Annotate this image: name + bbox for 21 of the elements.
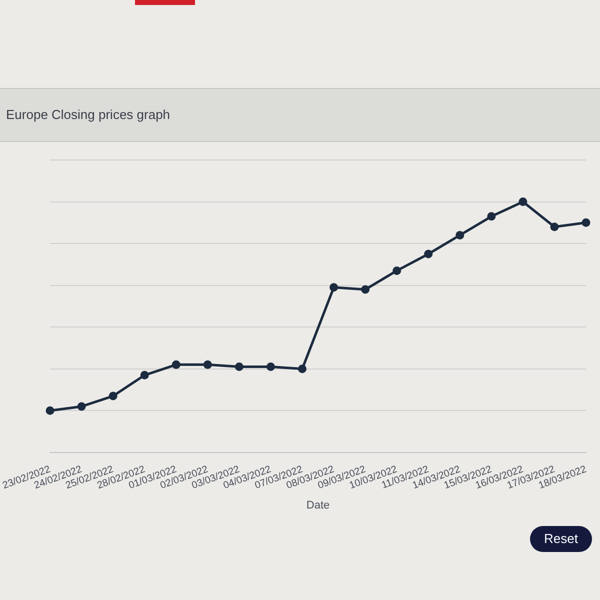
x-axis-title: Date	[306, 499, 330, 512]
point	[234, 362, 244, 372]
point	[487, 212, 496, 221]
point	[582, 218, 590, 227]
point	[46, 406, 54, 415]
point	[203, 360, 212, 369]
point	[361, 285, 370, 294]
point	[518, 198, 528, 206]
point	[172, 360, 180, 369]
point	[298, 364, 306, 374]
point	[108, 392, 118, 400]
point	[266, 362, 275, 372]
point	[77, 402, 86, 411]
point	[330, 283, 338, 292]
chart-title: Europe Closing prices graph	[6, 107, 170, 122]
point	[456, 230, 464, 240]
point	[424, 250, 433, 258]
reset-button[interactable]: Reset	[530, 526, 592, 552]
point	[550, 222, 559, 232]
point	[140, 370, 149, 380]
point	[392, 266, 402, 275]
